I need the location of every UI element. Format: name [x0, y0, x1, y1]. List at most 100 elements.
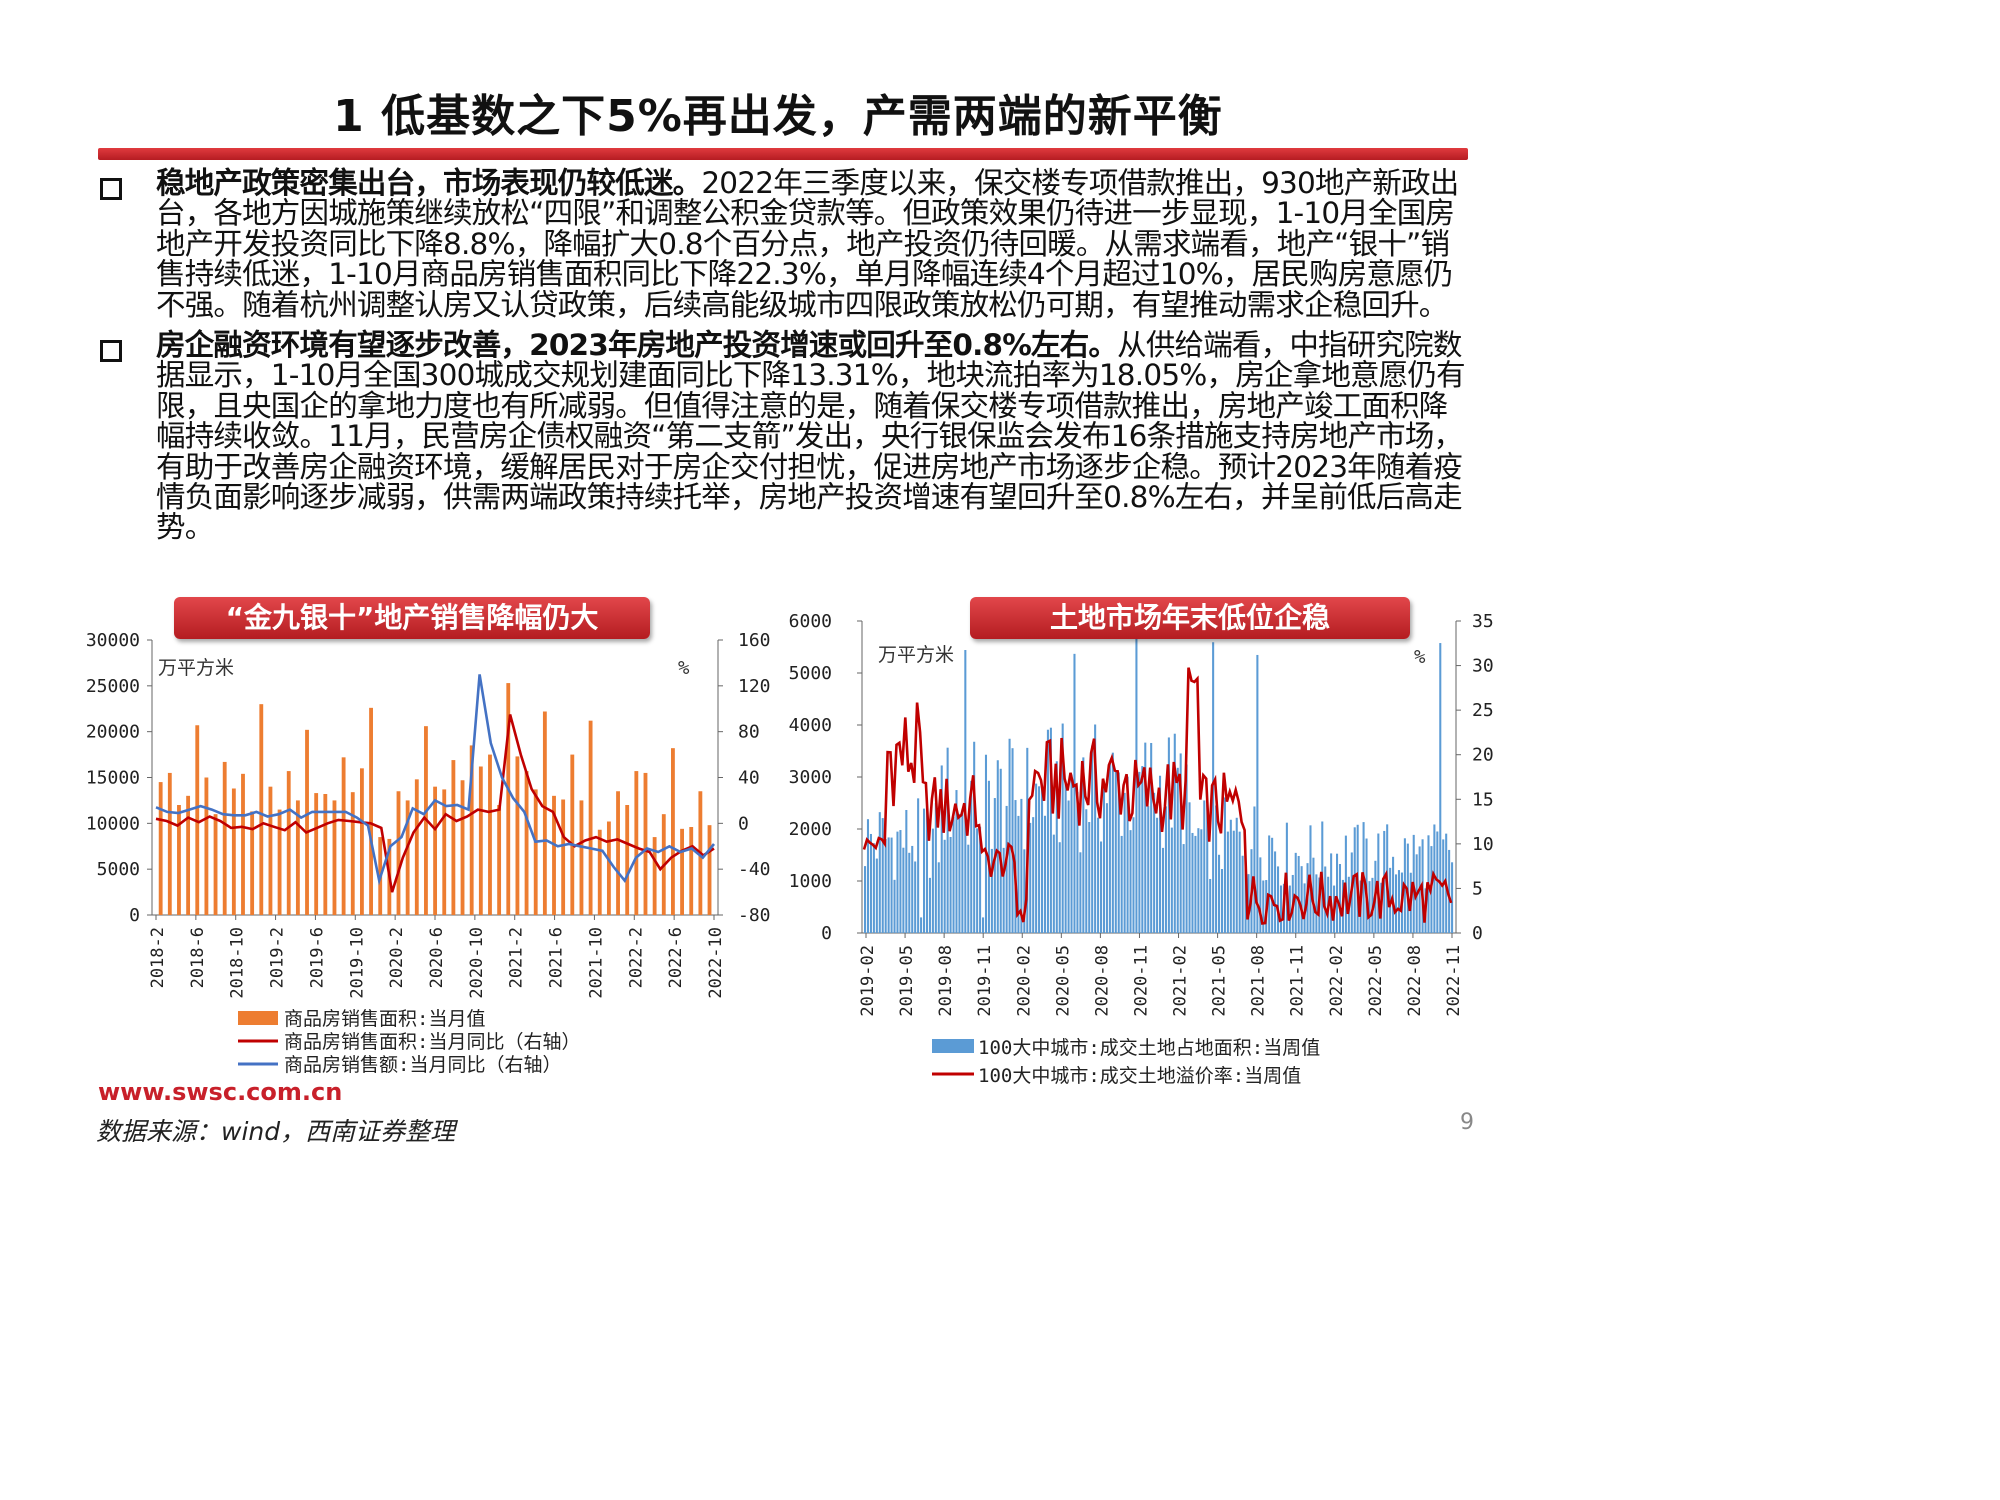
bar — [1008, 738, 1011, 933]
bar — [1247, 874, 1250, 933]
bar — [923, 808, 926, 933]
bar — [231, 788, 236, 915]
bar — [1132, 817, 1135, 933]
bullet-item: 房企融资环境有望逐步改善，2023年房地产投资增速或回升至0.8%左右。从供给端… — [96, 330, 1476, 543]
bar — [896, 831, 899, 933]
legend-swatch — [932, 1039, 974, 1053]
bar — [305, 729, 309, 915]
series-line — [862, 667, 1453, 925]
left-tick-label: 0 — [129, 905, 140, 926]
bar — [1064, 783, 1067, 933]
right-tick-label: 20 — [1472, 745, 1494, 766]
bar — [369, 707, 373, 915]
bar — [1029, 822, 1032, 933]
right-tick-label: 25 — [1472, 700, 1494, 721]
bar — [561, 799, 566, 915]
bar — [1300, 866, 1303, 933]
bar — [979, 826, 982, 933]
x-tick-label: 2021-11 — [1288, 945, 1308, 1017]
bar — [1161, 847, 1165, 933]
land-chart-svg: 6000 5000 4000 3000 2000 1000 0 35 30 25 20 15 10 5 0 万… — [789, 611, 1494, 1087]
left-unit-label: 万平方米 — [158, 657, 234, 679]
bar — [250, 811, 255, 915]
bar — [1262, 880, 1265, 933]
left-tick-label: 0 — [821, 923, 832, 944]
bar — [1188, 802, 1191, 933]
bar — [1271, 837, 1274, 933]
x-tick-label: 2019-05 — [897, 945, 917, 1017]
bar — [1108, 763, 1111, 933]
bar — [1368, 881, 1371, 933]
bar — [890, 837, 893, 933]
bar — [1185, 764, 1188, 933]
bar — [552, 795, 556, 915]
bar — [928, 877, 931, 933]
bar — [1094, 724, 1097, 933]
left-tick-label: 5000 — [789, 663, 832, 684]
legend-label: 商品房销售面积:当月值 — [284, 1008, 485, 1030]
x-tick-label: 2018-10 — [228, 927, 248, 999]
bar — [1256, 654, 1259, 933]
bar — [1170, 827, 1173, 933]
bar — [884, 839, 887, 933]
bar — [643, 772, 648, 915]
x-tick-label: 2022-2 — [626, 927, 646, 988]
bar — [887, 837, 890, 933]
x-tick-label: 2021-2 — [507, 927, 527, 988]
bar — [497, 805, 502, 915]
bar — [1288, 885, 1291, 933]
bar — [1055, 761, 1058, 933]
sales-chart-svg: 30000 25000 20000 15000 10000 5000 0 160 120 80 40… — [86, 630, 771, 1076]
x-tick-label: 2020-6 — [427, 927, 447, 988]
x-tick-label: 2018-6 — [188, 927, 208, 988]
right-tick-label: 40 — [738, 768, 760, 789]
left-tick-label: 20000 — [86, 722, 140, 743]
bar — [943, 839, 946, 933]
bar — [1002, 847, 1005, 933]
bar — [1203, 800, 1206, 933]
x-tick-label: 2020-11 — [1131, 945, 1151, 1017]
bar — [967, 844, 970, 933]
bar — [920, 917, 923, 933]
bar — [332, 800, 337, 915]
bar — [1138, 771, 1141, 933]
checkbox-square-icon — [100, 178, 122, 200]
x-tick-label: 2019-2 — [268, 927, 288, 988]
left-unit-label: 万平方米 — [878, 644, 954, 666]
bar — [579, 800, 584, 915]
bar — [973, 741, 976, 933]
bar — [1397, 870, 1401, 933]
bar — [478, 766, 483, 915]
bar — [958, 813, 961, 933]
bar — [937, 862, 940, 933]
bar — [1167, 737, 1170, 933]
bar — [488, 754, 492, 915]
bar — [908, 852, 911, 933]
bar — [1073, 653, 1076, 933]
bar — [1279, 885, 1283, 933]
bar — [1156, 817, 1159, 933]
bar — [469, 745, 474, 915]
bar — [1061, 723, 1064, 933]
bar — [911, 845, 914, 933]
sales-chart: 30000 25000 20000 15000 10000 5000 0 160 120 80 40… — [60, 595, 800, 1085]
bar — [158, 782, 163, 915]
bar — [1436, 831, 1439, 933]
legend-label: 100大中城市:成交土地占地面积:当周值 — [978, 1037, 1320, 1059]
bar — [295, 800, 300, 915]
bar — [186, 795, 191, 915]
bar — [1085, 809, 1088, 933]
bar — [1111, 752, 1114, 933]
bar — [1076, 792, 1079, 933]
bar — [976, 828, 979, 933]
bar — [542, 711, 547, 915]
bar — [1209, 878, 1212, 933]
bar — [1218, 854, 1221, 933]
bar — [1129, 830, 1132, 933]
bar — [1070, 774, 1073, 933]
bar — [925, 809, 929, 933]
sales-chart-title: “金九银十”地产销售降幅仍大 — [174, 597, 650, 639]
footer-url[interactable]: www.swsc.com.cn — [98, 1078, 343, 1106]
bar — [1067, 800, 1070, 933]
bar — [167, 772, 172, 915]
